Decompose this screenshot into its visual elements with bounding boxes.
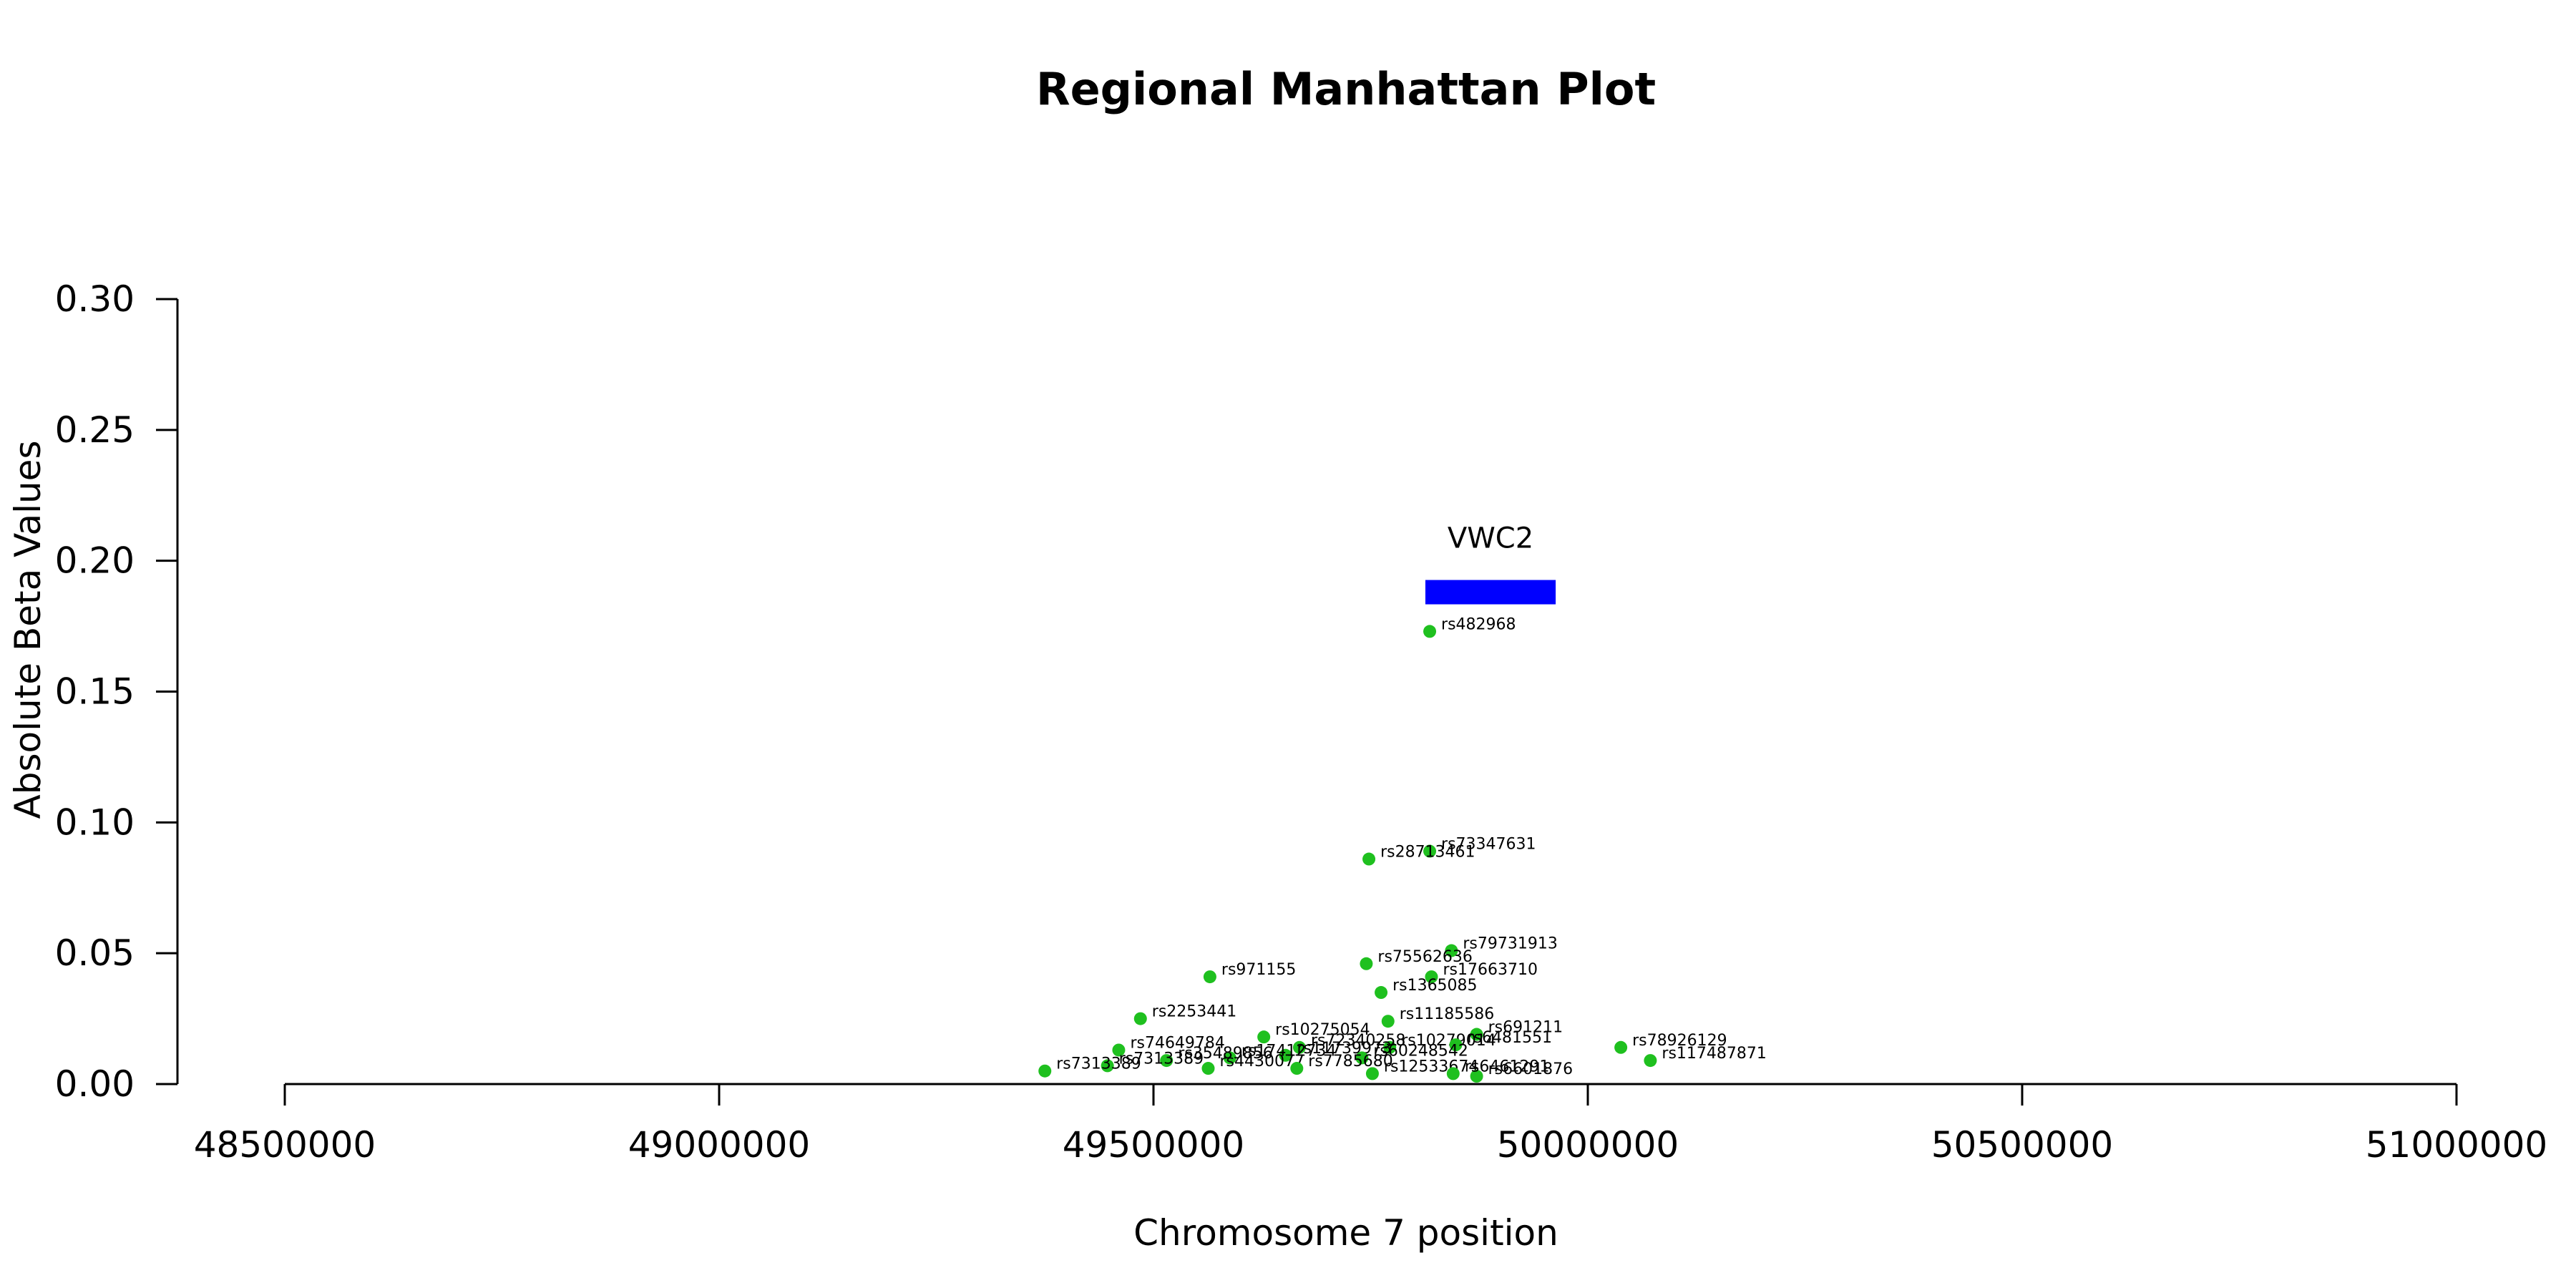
- y-axis: 0.00 0.05 0.10 0.15 0.20 0.25 0.30: [55, 278, 179, 1105]
- y-tick-label: 0.10: [55, 801, 135, 843]
- snp-label: rs35489856: [1178, 1045, 1272, 1063]
- y-tick-label: 0.25: [55, 409, 135, 451]
- snp-point[interactable]: [1423, 625, 1437, 638]
- snp-label: rs11185586: [1400, 1005, 1494, 1023]
- snp-point[interactable]: [1203, 970, 1216, 984]
- y-tick-label: 0.05: [55, 932, 135, 974]
- y-axis-label: Absolute Beta Values: [7, 441, 49, 819]
- snp-point[interactable]: [1449, 1038, 1463, 1052]
- x-axis: 48500000 49000000 49500000 50000000 50500000…: [194, 1083, 2548, 1166]
- snp-label: rs28713461: [1380, 844, 1475, 862]
- snp-point[interactable]: [1257, 1030, 1271, 1044]
- x-tick-label: 50000000: [1497, 1124, 1679, 1166]
- x-axis-label: Chromosome 7 position: [1133, 1212, 1558, 1254]
- snp-label: rs60248542: [1373, 1042, 1468, 1060]
- snp-point[interactable]: [1365, 1067, 1379, 1080]
- snp-point[interactable]: [1292, 1040, 1306, 1054]
- gene-label: VWC2: [1448, 522, 1533, 555]
- snp-point[interactable]: [1614, 1040, 1628, 1054]
- x-ticks: 48500000 49000000 49500000 50000000 50500000…: [194, 1084, 2548, 1166]
- snp-point[interactable]: [1160, 1054, 1174, 1068]
- snp-point[interactable]: [1223, 1051, 1236, 1065]
- snp-label: rs75562636: [1377, 948, 1472, 966]
- snp-point[interactable]: [1375, 986, 1388, 1000]
- snp-label: rs72340258: [1311, 1032, 1405, 1050]
- snp-label: rs6481551: [1467, 1029, 1552, 1047]
- snp-point[interactable]: [1470, 1028, 1483, 1041]
- snp-label: rs12533674: [1384, 1058, 1478, 1075]
- snp-point[interactable]: [1446, 1067, 1460, 1080]
- snp-label: rs1365085: [1392, 977, 1477, 995]
- snp-points: rs482968rs73347631rs28713461rs79731913rs…: [1038, 615, 1767, 1083]
- snp-point[interactable]: [1425, 970, 1438, 984]
- y-tick-label: 0.00: [55, 1063, 135, 1105]
- snp-point[interactable]: [1381, 1015, 1395, 1028]
- x-tick-label: 49500000: [1063, 1124, 1245, 1166]
- snp-label: rs10279014: [1401, 1032, 1496, 1050]
- snp-point[interactable]: [1101, 1059, 1114, 1073]
- snp-point[interactable]: [1355, 1051, 1369, 1065]
- gene-track: VWC2: [1425, 522, 1556, 605]
- snp-point[interactable]: [1423, 844, 1437, 858]
- x-tick-label: 48500000: [194, 1124, 376, 1166]
- snp-label: rs7785680: [1308, 1053, 1393, 1070]
- gene-bar: [1425, 580, 1556, 605]
- snp-label: rs73347631: [1441, 836, 1536, 854]
- snp-label: rs74649784: [1130, 1034, 1224, 1052]
- snp-point[interactable]: [1470, 1070, 1483, 1083]
- snp-label: rs17412734: [1241, 1042, 1336, 1060]
- chart-title: Regional Manhattan Plot: [1036, 63, 1656, 115]
- snp-label: rs6461291: [1465, 1058, 1550, 1075]
- snp-label: rs4430077: [1219, 1053, 1304, 1070]
- snp-label: rs10275054: [1275, 1021, 1370, 1039]
- snp-label: rs79731913: [1463, 935, 1557, 953]
- snp-label: rs7313389: [1056, 1055, 1141, 1073]
- snp-label: rs117487871: [1662, 1045, 1766, 1063]
- snp-label: rs7313389: [1119, 1050, 1204, 1068]
- snp-point[interactable]: [1383, 1040, 1397, 1054]
- snp-label: rs971155: [1221, 961, 1297, 979]
- y-tick-label: 0.20: [55, 540, 135, 582]
- y-tick-label: 0.15: [55, 671, 135, 713]
- snp-point[interactable]: [1201, 1062, 1215, 1075]
- y-ticks: 0.00 0.05 0.10 0.15 0.20 0.25 0.30: [55, 278, 177, 1105]
- snp-point[interactable]: [1279, 1048, 1292, 1062]
- snp-point[interactable]: [1362, 852, 1376, 866]
- snp-label: rs11739973: [1297, 1040, 1392, 1058]
- snp-label: rs78926129: [1632, 1032, 1727, 1050]
- y-tick-label: 0.30: [55, 278, 135, 320]
- snp-label: rs2253441: [1152, 1003, 1237, 1021]
- snp-point[interactable]: [1133, 1012, 1147, 1025]
- snp-point[interactable]: [1112, 1043, 1126, 1057]
- snp-label: rs6601876: [1488, 1060, 1574, 1078]
- snp-label: rs482968: [1441, 615, 1516, 633]
- snp-label: rs691211: [1488, 1019, 1563, 1037]
- snp-point[interactable]: [1290, 1062, 1304, 1075]
- snp-point[interactable]: [1038, 1064, 1052, 1078]
- snp-point[interactable]: [1445, 944, 1458, 957]
- x-tick-label: 49000000: [628, 1124, 811, 1166]
- snp-point[interactable]: [1360, 957, 1373, 970]
- snp-label: rs17663710: [1443, 961, 1537, 979]
- snp-point[interactable]: [1644, 1054, 1657, 1068]
- x-tick-label: 50500000: [1931, 1124, 2114, 1166]
- x-tick-label: 51000000: [2366, 1124, 2548, 1166]
